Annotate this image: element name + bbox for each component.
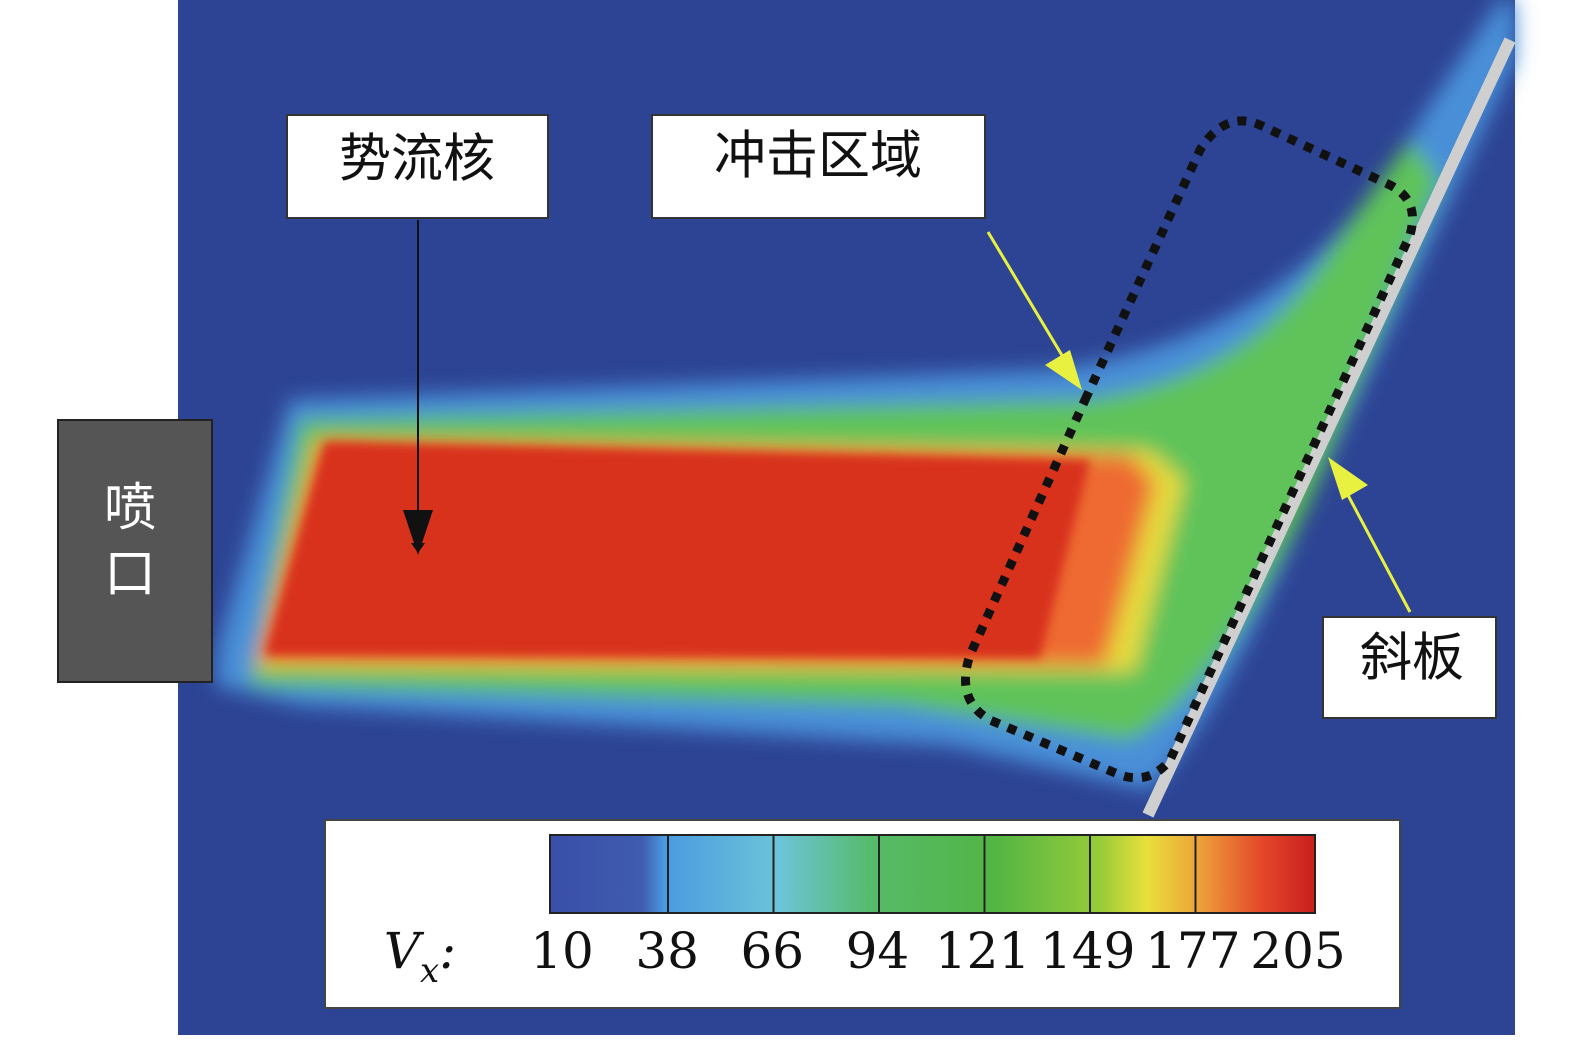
colorbar-separator: :	[439, 922, 456, 980]
colorbar-tick-label: 205	[1250, 922, 1345, 980]
colorbar-ticks: 10 38 66 94 121 149 177 205	[530, 922, 1346, 980]
label-box	[1322, 616, 1497, 719]
colorbar-tick-label: 10	[530, 922, 594, 980]
plate	[1142, 37, 1516, 818]
colorbar-tick-label: 94	[846, 922, 910, 980]
colorbar-subscript: x	[420, 951, 439, 991]
colorbar-tick-label: 66	[740, 922, 804, 980]
core-label: 势流核	[339, 130, 495, 190]
colorbar-tick-label: 149	[1040, 922, 1135, 980]
colorbar-tick-label: 121	[935, 922, 1030, 980]
colorbar-symbol: V	[384, 922, 425, 980]
plate-label: 斜板	[1360, 629, 1464, 689]
nozzle-label: 喷	[104, 479, 156, 539]
arrow-head	[1045, 350, 1082, 390]
nozzle-label: 口	[104, 545, 156, 605]
colorbar-label: Vx:	[384, 922, 456, 991]
label-box	[651, 114, 986, 219]
colorbar-tick-label: 38	[635, 922, 699, 980]
impact-label: 冲击区域	[714, 127, 922, 187]
potential-core	[265, 442, 1090, 658]
colorbar-tick-label: 177	[1145, 922, 1240, 980]
arrow-head	[403, 510, 433, 555]
label-box	[286, 114, 549, 219]
nozzle	[57, 419, 213, 683]
colorbar-dividers	[667, 835, 1197, 913]
arrow-head	[1328, 457, 1368, 500]
impact-region	[961, 116, 1417, 783]
colorbar	[549, 834, 1316, 914]
